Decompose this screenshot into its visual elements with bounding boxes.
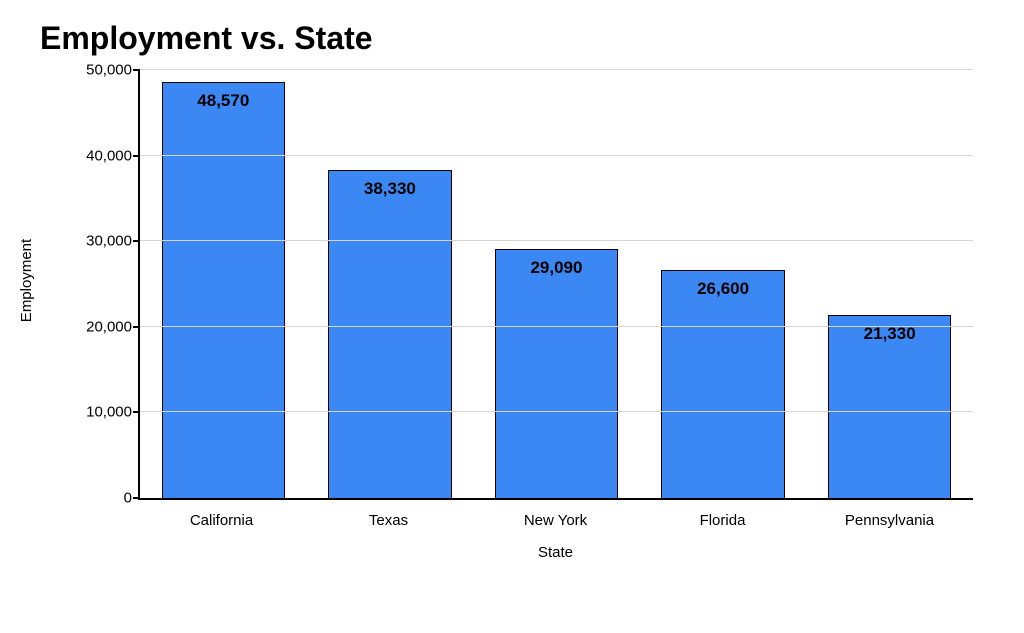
plot: 48,57038,33029,09026,60021,330 010,00020… <box>138 70 973 500</box>
y-tick-label: 30,000 <box>86 233 132 250</box>
y-tick-label: 0 <box>124 490 132 507</box>
bar: 38,330 <box>328 170 451 498</box>
x-tick-label: Pennsylvania <box>806 500 973 529</box>
x-tick-labels: CaliforniaTexasNew YorkFloridaPennsylvan… <box>138 500 973 529</box>
x-axis: CaliforniaTexasNew YorkFloridaPennsylvan… <box>138 500 973 529</box>
x-tick-label: Texas <box>305 500 472 529</box>
y-tick-mark <box>133 411 140 413</box>
bar-value-label: 21,330 <box>864 324 916 344</box>
y-tick-label: 20,000 <box>86 318 132 335</box>
x-axis-label: State <box>138 544 973 561</box>
x-tick-label: New York <box>472 500 639 529</box>
y-axis-label-wrap: Employment <box>12 65 42 495</box>
y-tick-mark <box>133 69 140 71</box>
bar-value-label: 29,090 <box>530 258 582 278</box>
y-axis-label: Employment <box>19 238 36 321</box>
y-tick-label: 50,000 <box>86 62 132 79</box>
y-tick-label: 40,000 <box>86 147 132 164</box>
bar-slot: 29,090 <box>473 70 640 498</box>
y-tick-mark <box>133 497 140 499</box>
gridline <box>140 69 973 70</box>
gridline <box>140 411 973 412</box>
bar-slot: 38,330 <box>307 70 474 498</box>
bar-slot: 26,600 <box>640 70 807 498</box>
bar-value-label: 38,330 <box>364 179 416 199</box>
chart-title: Employment vs. State <box>40 20 996 57</box>
bar-slot: 21,330 <box>806 70 973 498</box>
y-tick-mark <box>133 155 140 157</box>
gridline <box>140 155 973 156</box>
bar: 48,570 <box>162 82 285 498</box>
bar: 26,600 <box>661 270 784 498</box>
x-tick-label: California <box>138 500 305 529</box>
gridline <box>140 240 973 241</box>
bar: 21,330 <box>828 315 951 498</box>
bar-value-label: 26,600 <box>697 279 749 299</box>
bars-region: 48,570 38,330 29,090 26,600 21,330 <box>140 70 973 498</box>
bar: 29,090 <box>495 249 618 498</box>
bar-slot: 48,570 <box>140 70 307 498</box>
y-tick-mark <box>133 326 140 328</box>
y-tick-mark <box>133 240 140 242</box>
gridline <box>140 326 973 327</box>
x-tick-label: Florida <box>639 500 806 529</box>
plot-container: 48,57038,33029,09026,60021,330 010,00020… <box>138 70 973 500</box>
y-tick-label: 10,000 <box>86 404 132 421</box>
chart-area: Employment 48,57038,33029,09026,60021,33… <box>28 65 988 605</box>
bar-value-label: 48,570 <box>197 91 249 111</box>
